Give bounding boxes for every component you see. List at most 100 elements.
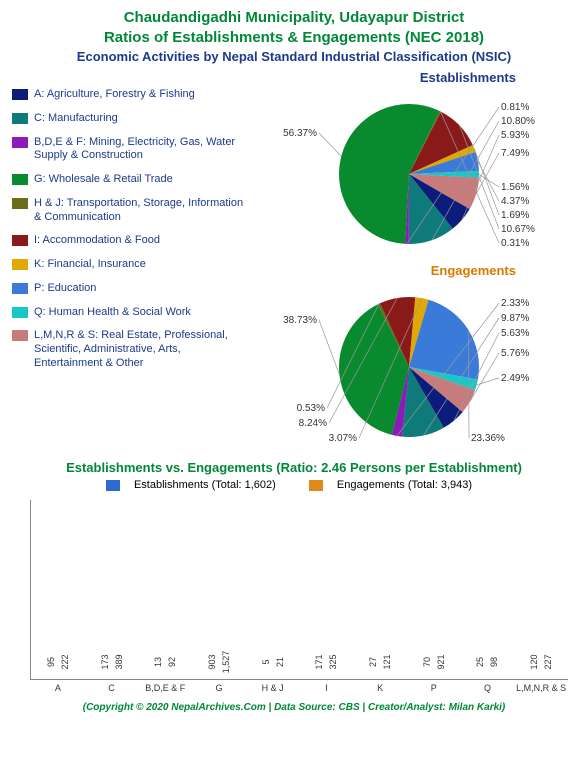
legend-label: K: Financial, Insurance bbox=[34, 258, 146, 272]
chart-container: { "title_line1": "Chaudandigadhi Municip… bbox=[0, 0, 588, 721]
pie-label: 5.93% bbox=[501, 130, 529, 141]
legend-column: A: Agriculture, Forestry & Fishing C: Man… bbox=[12, 70, 249, 456]
legend-swatch bbox=[12, 235, 28, 246]
pie-label: 1.56% bbox=[501, 182, 529, 193]
bar-value: 389 bbox=[114, 654, 124, 669]
bar-value: 325 bbox=[328, 654, 338, 669]
bar-xlabel: A bbox=[31, 679, 85, 693]
bar-value: 921 bbox=[436, 654, 446, 669]
bar-value: 120 bbox=[529, 654, 539, 669]
bar-value: 92 bbox=[167, 656, 177, 666]
main-title: Chaudandigadhi Municipality, Udayapur Di… bbox=[12, 8, 576, 47]
bar-legend-est: Establishments (Total: 1,602) bbox=[106, 479, 286, 491]
legend-swatch bbox=[12, 330, 28, 341]
bar-xlabel: H & J bbox=[246, 679, 300, 693]
legend-label: I: Accommodation & Food bbox=[34, 234, 160, 248]
pie-label: 5.76% bbox=[501, 348, 529, 359]
legend-label: B,D,E & F: Mining, Electricity, Gas, Wat… bbox=[34, 136, 249, 164]
bar-value: 13 bbox=[153, 656, 163, 666]
top-section: A: Agriculture, Forestry & Fishing C: Man… bbox=[12, 70, 576, 456]
legend-swatch bbox=[12, 137, 28, 148]
bar-value: 173 bbox=[100, 654, 110, 669]
title-line1: Chaudandigadhi Municipality, Udayapur Di… bbox=[124, 9, 465, 26]
bar-chart-header: Establishments vs. Engagements (Ratio: 2… bbox=[12, 460, 576, 475]
pie-label: 38.73% bbox=[283, 315, 317, 326]
title-line2: Ratios of Establishments & Engagements (… bbox=[104, 29, 484, 46]
pie-svg: 5.63% 9.87% 2.33% 38.73% 0.53% 8.24%3.07% 23.3… bbox=[249, 278, 588, 456]
bar-area: 95 222 A 173 389 C 13 92 B,D,E & F 903 1… bbox=[31, 500, 568, 679]
pie-label: 4.37% bbox=[501, 196, 529, 207]
bar-chart: 95 222 A 173 389 C 13 92 B,D,E & F 903 1… bbox=[30, 500, 568, 680]
legend-swatch bbox=[12, 113, 28, 124]
bar-xlabel: I bbox=[300, 679, 354, 693]
legend-item: Q: Human Health & Social Work bbox=[12, 306, 249, 320]
legend-item: L,M,N,R & S: Real Estate, Professional, … bbox=[12, 329, 249, 370]
legend-label: P: Education bbox=[34, 282, 96, 296]
bar-xlabel: C bbox=[85, 679, 139, 693]
bar-value: 5 bbox=[261, 659, 271, 664]
legend-item: C: Manufacturing bbox=[12, 112, 249, 126]
bar-chart-legend: Establishments (Total: 1,602) Engagement… bbox=[12, 479, 576, 494]
pie-svg: 5.93% 10.80% 0.81% 56.37% 0.31% 10.67% 1.69% 4.… bbox=[249, 85, 588, 263]
legend-swatch bbox=[12, 89, 28, 100]
bar-value: 1,527 bbox=[221, 650, 231, 673]
pie-label: 2.33% bbox=[501, 298, 529, 309]
pie-label: 0.53% bbox=[297, 403, 325, 414]
legend-swatch bbox=[12, 259, 28, 270]
legend-swatch bbox=[12, 174, 28, 185]
pie-label: 7.49% bbox=[501, 148, 529, 159]
pie1-wrap: 5.93% 10.80% 0.81% 56.37% 0.31% 10.67% 1.69% 4.… bbox=[249, 85, 576, 263]
pie-label: 3.07% bbox=[329, 433, 357, 444]
pie-label: 0.31% bbox=[501, 238, 529, 249]
bar-value: 171 bbox=[314, 654, 324, 669]
pie2-title: Engagements bbox=[249, 263, 516, 278]
bar-value: 27 bbox=[368, 656, 378, 666]
legend-item: P: Education bbox=[12, 282, 249, 296]
legend-label: G: Wholesale & Retail Trade bbox=[34, 173, 173, 187]
legend-swatch bbox=[12, 307, 28, 318]
pie-label: 8.24% bbox=[299, 418, 327, 429]
legend-label: Q: Human Health & Social Work bbox=[34, 306, 191, 320]
pie-label: 56.37% bbox=[283, 128, 317, 139]
legend-item: K: Financial, Insurance bbox=[12, 258, 249, 272]
pie-label: 9.87% bbox=[501, 313, 529, 324]
bar-xlabel: P bbox=[407, 679, 461, 693]
pie-label: 0.81% bbox=[501, 102, 529, 113]
pie-label: 10.80% bbox=[501, 116, 535, 127]
bar-value: 227 bbox=[543, 654, 553, 669]
pie-label: 10.67% bbox=[501, 224, 535, 235]
legend-item: H & J: Transportation, Storage, Informat… bbox=[12, 197, 249, 225]
footer-credit: (Copyright © 2020 NepalArchives.Com | Da… bbox=[12, 702, 576, 713]
pie-label: 2.49% bbox=[501, 373, 529, 384]
bar-value: 95 bbox=[46, 656, 56, 666]
bar-xlabel: Q bbox=[461, 679, 515, 693]
legend-item: I: Accommodation & Food bbox=[12, 234, 249, 248]
legend-label: L,M,N,R & S: Real Estate, Professional, … bbox=[34, 329, 249, 370]
legend-item: G: Wholesale & Retail Trade bbox=[12, 173, 249, 187]
pie-charts-column: Establishments 5.93% 10.80% 0.81% 56.37% 0.3… bbox=[249, 70, 576, 456]
legend-label: H & J: Transportation, Storage, Informat… bbox=[34, 197, 249, 225]
bar-value: 25 bbox=[475, 656, 485, 666]
pie1-title: Establishments bbox=[249, 70, 516, 85]
pie-label: 5.63% bbox=[501, 328, 529, 339]
bar-legend-eng: Engagements (Total: 3,943) bbox=[309, 479, 482, 491]
bar-value: 21 bbox=[275, 656, 285, 666]
legend-swatch bbox=[12, 283, 28, 294]
pie2-wrap: 5.63% 9.87% 2.33% 38.73% 0.53% 8.24%3.07% 23.3… bbox=[249, 278, 576, 456]
bar-xlabel: L,M,N,R & S bbox=[514, 679, 568, 693]
legend-item: A: Agriculture, Forestry & Fishing bbox=[12, 88, 249, 102]
pie-label: 23.36% bbox=[471, 433, 505, 444]
bar-value: 121 bbox=[382, 654, 392, 669]
bar-value: 98 bbox=[489, 656, 499, 666]
bar-value: 222 bbox=[60, 654, 70, 669]
bar-xlabel: G bbox=[192, 679, 246, 693]
legend-item: B,D,E & F: Mining, Electricity, Gas, Wat… bbox=[12, 136, 249, 164]
legend-label: C: Manufacturing bbox=[34, 112, 118, 126]
pie-label: 1.69% bbox=[501, 210, 529, 221]
legend-swatch bbox=[12, 198, 28, 209]
bar-value: 903 bbox=[207, 654, 217, 669]
legend-label: A: Agriculture, Forestry & Fishing bbox=[34, 88, 195, 102]
bar-xlabel: B,D,E & F bbox=[138, 679, 192, 693]
bar-value: 70 bbox=[422, 656, 432, 666]
subtitle: Economic Activities by Nepal Standard In… bbox=[12, 49, 576, 64]
